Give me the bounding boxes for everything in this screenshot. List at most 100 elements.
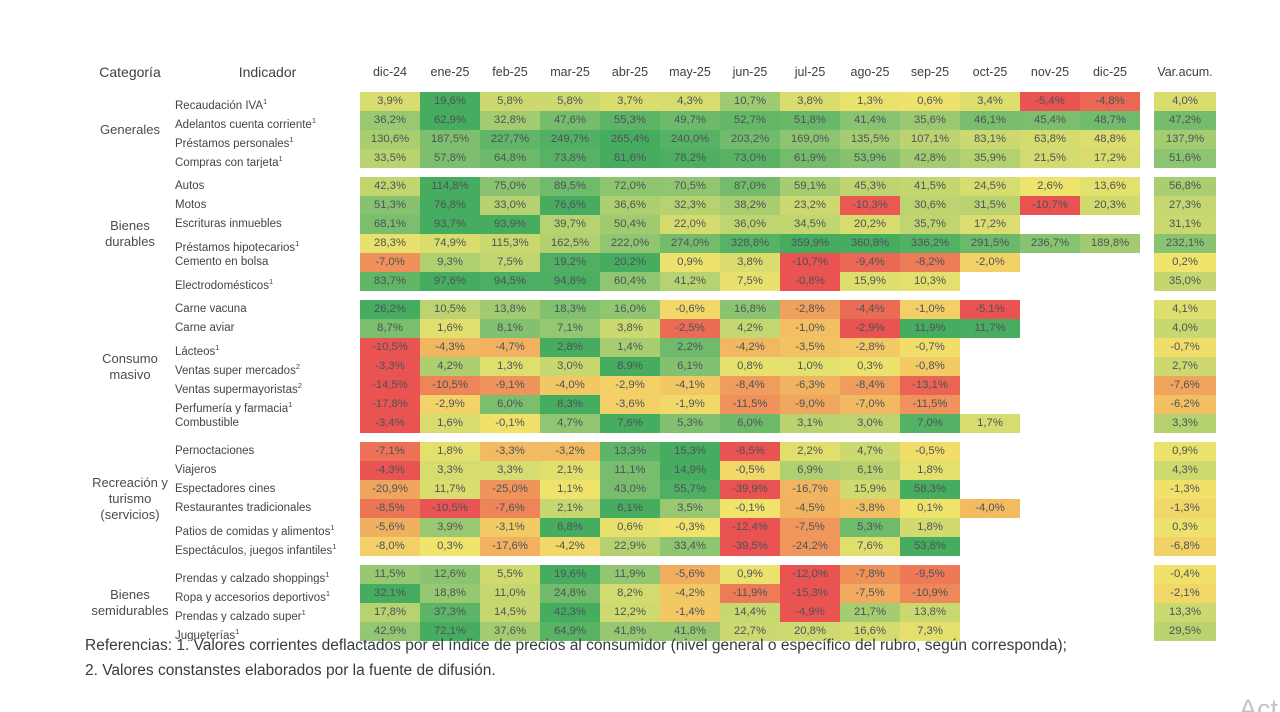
indicator-label: Escrituras inmuebles bbox=[175, 218, 282, 230]
month-header: sep-25 bbox=[910, 65, 950, 79]
month-header: abr-25 bbox=[611, 65, 649, 79]
heatmap-cell: -9,5% bbox=[900, 565, 960, 584]
var-acum-cell: 0,9% bbox=[1154, 442, 1216, 461]
heatmap-cell: 6,8% bbox=[540, 518, 600, 537]
category-label: Consumo masivo bbox=[102, 350, 158, 382]
heatmap-cell: 55,7% bbox=[660, 480, 720, 499]
heatmap-cell: 17,2% bbox=[1080, 149, 1140, 168]
var-acum-cell: -0,4% bbox=[1154, 565, 1216, 584]
column-gap bbox=[1140, 234, 1154, 253]
column-gap bbox=[1140, 253, 1154, 272]
heatmap-cell: 74,9% bbox=[420, 234, 480, 253]
var-acum-cell: -1,3% bbox=[1154, 499, 1216, 518]
heatmap-cell: 32,1% bbox=[360, 584, 420, 603]
footnote-marker: 1 bbox=[325, 570, 330, 579]
var-acum-cell: 47,2% bbox=[1154, 111, 1216, 130]
heatmap-cell: -3,2% bbox=[540, 442, 600, 461]
heatmap-cell bbox=[960, 442, 1020, 461]
indicator-label: Ventas super mercados2 bbox=[175, 362, 300, 376]
heatmap-cell bbox=[1080, 622, 1140, 641]
heatmap-cell: -7,0% bbox=[840, 395, 900, 414]
var-acum-cell: 35,0% bbox=[1154, 272, 1216, 291]
heatmap-cell: -10,7% bbox=[780, 253, 840, 272]
heatmap-cell bbox=[1080, 414, 1140, 433]
heatmap-cell: 6,1% bbox=[660, 357, 720, 376]
heatmap-cell: 3,4% bbox=[960, 92, 1020, 111]
heatmap-cell: -6,3% bbox=[780, 376, 840, 395]
table-row: Prendas y calzado shoppings1 11,5% 12,6% 5,… bbox=[175, 565, 1216, 584]
column-gap bbox=[1140, 272, 1154, 291]
table-row: Lácteos1 -10,5% -4,3% -4,7% 2,8% 1,4% 2,2% -4,2… bbox=[175, 338, 1216, 357]
footnote-marker: 1 bbox=[215, 343, 220, 352]
heatmap-cell: 7,5% bbox=[480, 253, 540, 272]
heatmap-cell: 72,0% bbox=[600, 177, 660, 196]
footnote-marker: 1 bbox=[288, 400, 293, 409]
footnote-marker: 1 bbox=[263, 97, 268, 106]
heatmap-cell: 60,4% bbox=[600, 272, 660, 291]
heatmap-cell: 13,3% bbox=[600, 442, 660, 461]
heatmap-cell: 360,8% bbox=[840, 234, 900, 253]
group-rows: Recaudación IVA1 3,9% 19,6% 5,8% 5,8% 3,7% 4,3… bbox=[175, 92, 1216, 168]
heatmap-cell: 87,0% bbox=[720, 177, 780, 196]
heatmap-cell: -8,5% bbox=[720, 442, 780, 461]
heatmap-cell: 52,7% bbox=[720, 111, 780, 130]
heatmap-cell: 46,1% bbox=[960, 111, 1020, 130]
footnote-marker: 1 bbox=[330, 523, 335, 532]
heatmap-cell bbox=[1080, 603, 1140, 622]
heatmap-cell bbox=[1080, 584, 1140, 603]
heatmap-cell: 8,2% bbox=[600, 584, 660, 603]
heatmap-cell: 35,6% bbox=[900, 111, 960, 130]
heatmap-cell: 1,7% bbox=[960, 414, 1020, 433]
column-gap bbox=[1140, 537, 1154, 556]
heatmap-cell: 4,7% bbox=[540, 414, 600, 433]
indicator-label: Carne vacuna bbox=[175, 303, 247, 315]
heatmap-cell: -9,1% bbox=[480, 376, 540, 395]
table-row: Espectáculos, juegos infantiles1 -8,0% 0,3… bbox=[175, 537, 1216, 556]
heatmap-cell: 83,1% bbox=[960, 130, 1020, 149]
heatmap-cell: -12,4% bbox=[720, 518, 780, 537]
heatmap-cell: 4,7% bbox=[840, 442, 900, 461]
heatmap-cell: 5,5% bbox=[480, 565, 540, 584]
heatmap-cell: 11,0% bbox=[480, 584, 540, 603]
heatmap-cell: 37,3% bbox=[420, 603, 480, 622]
heatmap-cell: -4,0% bbox=[540, 376, 600, 395]
var-acum-cell: 0,3% bbox=[1154, 518, 1216, 537]
column-gap bbox=[1140, 357, 1154, 376]
heatmap-cell: 4,2% bbox=[720, 319, 780, 338]
indicator-label: Préstamos hipotecarios1 bbox=[175, 239, 300, 253]
heatmap-cell: -7,6% bbox=[480, 499, 540, 518]
heatmap-cell: 35,7% bbox=[900, 215, 960, 234]
heatmap-cell: 73,8% bbox=[540, 149, 600, 168]
heatmap-cell: -3,3% bbox=[360, 357, 420, 376]
heatmap-cell: 5,3% bbox=[840, 518, 900, 537]
table-row: Ventas supermayoristas2 -14,5% -10,5% -9,1%… bbox=[175, 376, 1216, 395]
var-acum-cell: 4,0% bbox=[1154, 92, 1216, 111]
heatmap-cell: -4,3% bbox=[420, 338, 480, 357]
heatmap-cell: 187,5% bbox=[420, 130, 480, 149]
table-row: Ropa y accesorios deportivos1 32,1% 18,8% 1… bbox=[175, 584, 1216, 603]
heatmap-cell: 51,8% bbox=[780, 111, 840, 130]
heatmap-cell: 21,5% bbox=[1020, 149, 1080, 168]
heatmap-cell bbox=[960, 357, 1020, 376]
heatmap-cell: 14,5% bbox=[480, 603, 540, 622]
heatmap-cell bbox=[1020, 338, 1080, 357]
heatmap-cell: -3,6% bbox=[600, 395, 660, 414]
heatmap-cell: 22,9% bbox=[600, 537, 660, 556]
heatmap-cell: 0,9% bbox=[720, 565, 780, 584]
var-acum-cell: 0,2% bbox=[1154, 253, 1216, 272]
heatmap-cell: 7,6% bbox=[600, 414, 660, 433]
heatmap-cell: 3,3% bbox=[420, 461, 480, 480]
var-acum-cell: 4,3% bbox=[1154, 461, 1216, 480]
indicator-label: Motos bbox=[175, 199, 207, 211]
heatmap-cell: 3,9% bbox=[420, 518, 480, 537]
heatmap-cell: 6,0% bbox=[480, 395, 540, 414]
var-acum-cell: -6,8% bbox=[1154, 537, 1216, 556]
indicator-label: Autos bbox=[175, 180, 205, 192]
heatmap-cell: 169,0% bbox=[780, 130, 840, 149]
heatmap-cell bbox=[1080, 319, 1140, 338]
column-gap bbox=[1140, 518, 1154, 537]
heatmap-cell: 59,1% bbox=[780, 177, 840, 196]
var-acum-cell: 137,9% bbox=[1154, 130, 1216, 149]
table-row: Compras con tarjeta1 33,5% 57,8% 64,8% 73,8%… bbox=[175, 149, 1216, 168]
heatmap-cell: 130,6% bbox=[360, 130, 420, 149]
